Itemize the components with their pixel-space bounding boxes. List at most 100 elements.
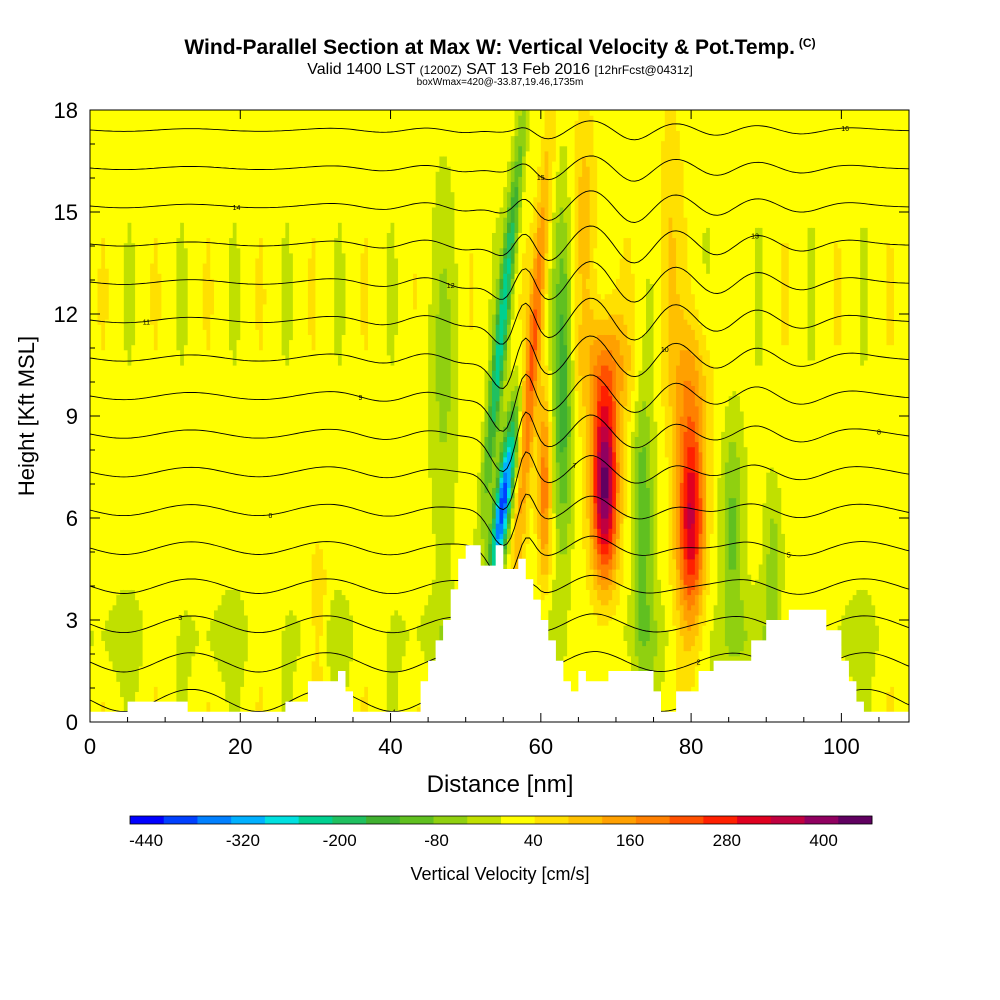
colorbar-swatch: [264, 816, 300, 824]
velocity-cell: [150, 324, 155, 708]
axes: 0 20 40 60 80 100 0 3 6 9 12 15 18: [54, 98, 909, 759]
velocity-cell: [559, 257, 564, 315]
velocity-cell: [593, 365, 598, 417]
velocity-cell: [195, 645, 200, 722]
velocity-cell: [559, 110, 564, 147]
velocity-cell: [687, 446, 692, 473]
velocity-cell: [503, 247, 508, 259]
velocity-cell: [514, 477, 519, 494]
velocity-cell: [807, 227, 812, 361]
velocity-cell: [480, 461, 486, 539]
velocity-cell: [679, 416, 685, 483]
velocity-cell: [491, 314, 497, 341]
velocity-cell: [777, 110, 782, 488]
velocity-cell: [600, 426, 606, 443]
velocity-cell: [383, 110, 388, 722]
velocity-cell: [522, 252, 527, 381]
velocity-cell: [615, 278, 621, 315]
velocity-cell: [661, 110, 666, 142]
velocity-cell: [262, 288, 268, 305]
velocity-cell: [488, 482, 493, 524]
velocity-cell: [514, 405, 519, 453]
velocity-cell: [691, 293, 696, 330]
velocity-cell: [615, 604, 621, 722]
velocity-cell: [533, 110, 538, 198]
velocity-cell: [552, 212, 557, 269]
velocity-cell: [157, 319, 162, 708]
velocity-cell: [123, 242, 129, 351]
velocity-cell: [484, 110, 489, 371]
velocity-cell: [510, 222, 516, 244]
velocity-cell: [518, 512, 523, 560]
velocity-cell: [296, 655, 301, 722]
velocity-cell: [758, 110, 764, 228]
velocity-cell: [514, 467, 519, 478]
velocity-cell: [518, 436, 523, 458]
velocity-cell: [510, 196, 516, 223]
velocity-cell: [334, 110, 339, 239]
velocity-cell: [435, 171, 440, 315]
velocity-cell: [724, 461, 730, 647]
velocity-cell: [533, 405, 538, 437]
velocity-cell: [604, 604, 610, 626]
velocity-cell: [548, 482, 553, 509]
velocity-cell: [135, 599, 140, 692]
velocity-cell: [495, 410, 501, 432]
velocity-cell: [627, 370, 632, 422]
velocity-cell: [270, 110, 275, 722]
colorbar-tick-label: 280: [713, 831, 741, 850]
velocity-cell: [604, 543, 610, 555]
velocity-cell: [371, 110, 377, 722]
velocity-cell: [593, 416, 598, 458]
velocity-cell: [349, 110, 354, 616]
velocity-cell: [567, 278, 572, 407]
velocity-cell: [837, 110, 842, 249]
velocity-cell: [593, 319, 598, 341]
velocity-cell: [360, 334, 365, 698]
velocity-cell: [687, 416, 692, 448]
velocity-cell: [289, 252, 294, 341]
y-tick-label: 6: [66, 506, 78, 531]
velocity-cell: [375, 110, 380, 722]
velocity-cell: [334, 589, 339, 722]
velocity-cell: [709, 110, 715, 366]
velocity-cell: [386, 110, 392, 233]
velocity-cell: [97, 110, 102, 269]
velocity-cell: [187, 614, 193, 677]
velocity-cell: [653, 421, 658, 621]
colorbar-swatch: [737, 816, 772, 824]
contour-label: 11: [143, 319, 150, 326]
velocity-cell: [499, 303, 504, 356]
velocity-cell: [491, 370, 497, 422]
velocity-cell: [683, 599, 688, 621]
velocity-cell: [886, 242, 891, 346]
velocity-cell: [871, 676, 876, 722]
velocity-cell: [612, 507, 617, 534]
velocity-cell: [781, 242, 786, 346]
velocity-cell: [507, 308, 512, 325]
velocity-cell: [221, 681, 226, 722]
velocity-cell: [525, 110, 531, 152]
velocity-cell: [510, 135, 516, 162]
velocity-cell: [630, 431, 636, 672]
velocity-cell: [852, 110, 858, 596]
velocity-cell: [364, 686, 369, 722]
velocity-cell: [90, 645, 95, 722]
velocity-cell: [691, 354, 696, 386]
velocity-cell: [597, 599, 602, 626]
velocity-cell: [582, 155, 587, 407]
velocity-cell: [495, 324, 501, 346]
velocity-cell: [469, 252, 474, 330]
velocity-cell: [499, 467, 504, 478]
velocity-cell: [600, 518, 606, 534]
velocity-cell: [259, 349, 264, 687]
velocity-cell: [394, 334, 399, 611]
velocity-field: [90, 110, 909, 722]
velocity-cell: [341, 110, 347, 254]
velocity-cell: [875, 625, 880, 652]
velocity-cell: [507, 451, 512, 488]
velocity-cell: [736, 456, 741, 657]
velocity-cell: [518, 206, 523, 233]
velocity-cell: [510, 497, 516, 509]
velocity-cell: [341, 594, 347, 722]
